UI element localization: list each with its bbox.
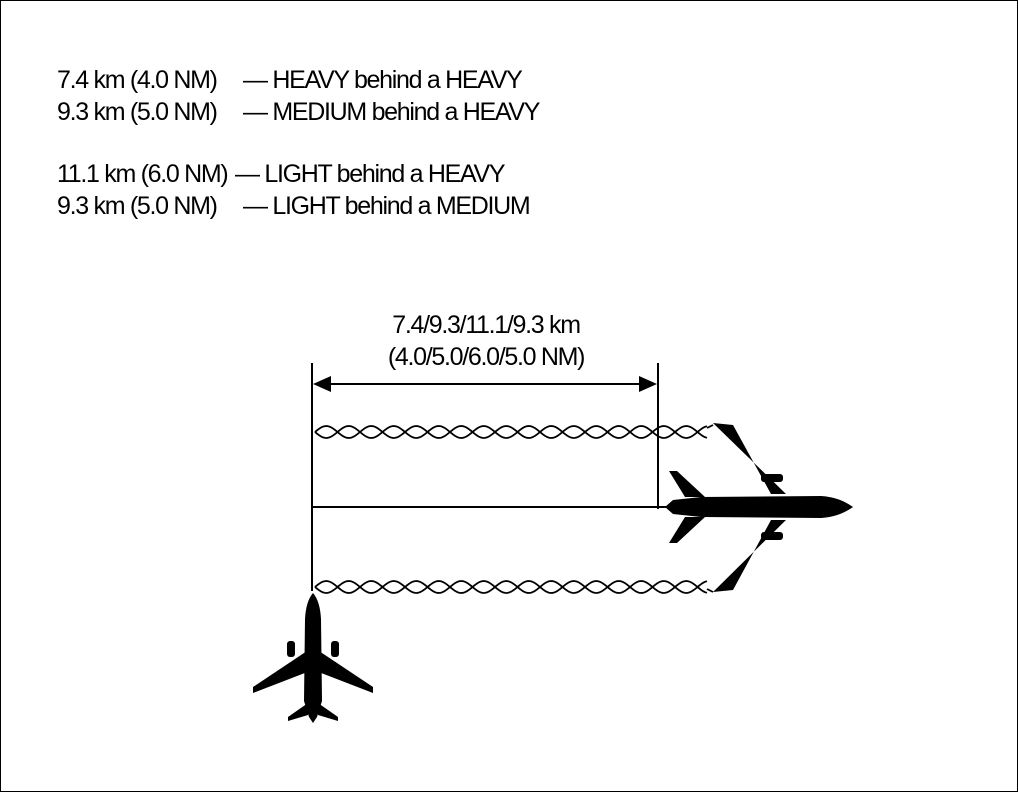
separation-description: — LIGHT behind a HEAVY	[235, 160, 506, 188]
separation-distance: 7.4 km (4.0 NM)	[57, 66, 218, 94]
separation-rule-medium-heavy: 9.3 km (5.0 NM) — MEDIUM behind a HEAVY	[57, 96, 540, 128]
dimension-label-km: 7.4/9.3/11.1/9.3 km	[392, 311, 581, 339]
dimension-arrow	[313, 376, 657, 392]
separation-description: — LIGHT behind a MEDIUM	[243, 192, 531, 220]
separation-description: — MEDIUM behind a HEAVY	[243, 98, 540, 126]
wake-vortex-lower	[314, 580, 714, 594]
separation-rule-heavy-heavy: 7.4 km (4.0 NM) — HEAVY behind a HEAVY	[57, 64, 523, 96]
airplane-heavy-icon	[665, 423, 853, 592]
dimension-label-nm: (4.0/5.0/6.0/5.0 NM)	[387, 343, 586, 371]
separation-rule-light-heavy: 11.1 km (6.0 NM) — LIGHT behind a HEAVY	[57, 158, 506, 190]
separation-rule-light-medium: 9.3 km (5.0 NM) — LIGHT behind a MEDIUM	[57, 190, 531, 222]
wake-vortex-upper	[314, 424, 714, 439]
airplane-following-icon	[253, 593, 373, 723]
separation-distance: 9.3 km (5.0 NM)	[57, 98, 218, 126]
separation-description: — HEAVY behind a HEAVY	[243, 66, 523, 94]
separation-distance: 9.3 km (5.0 NM)	[57, 192, 218, 220]
separation-distance: 11.1 km (6.0 NM)	[57, 160, 229, 188]
